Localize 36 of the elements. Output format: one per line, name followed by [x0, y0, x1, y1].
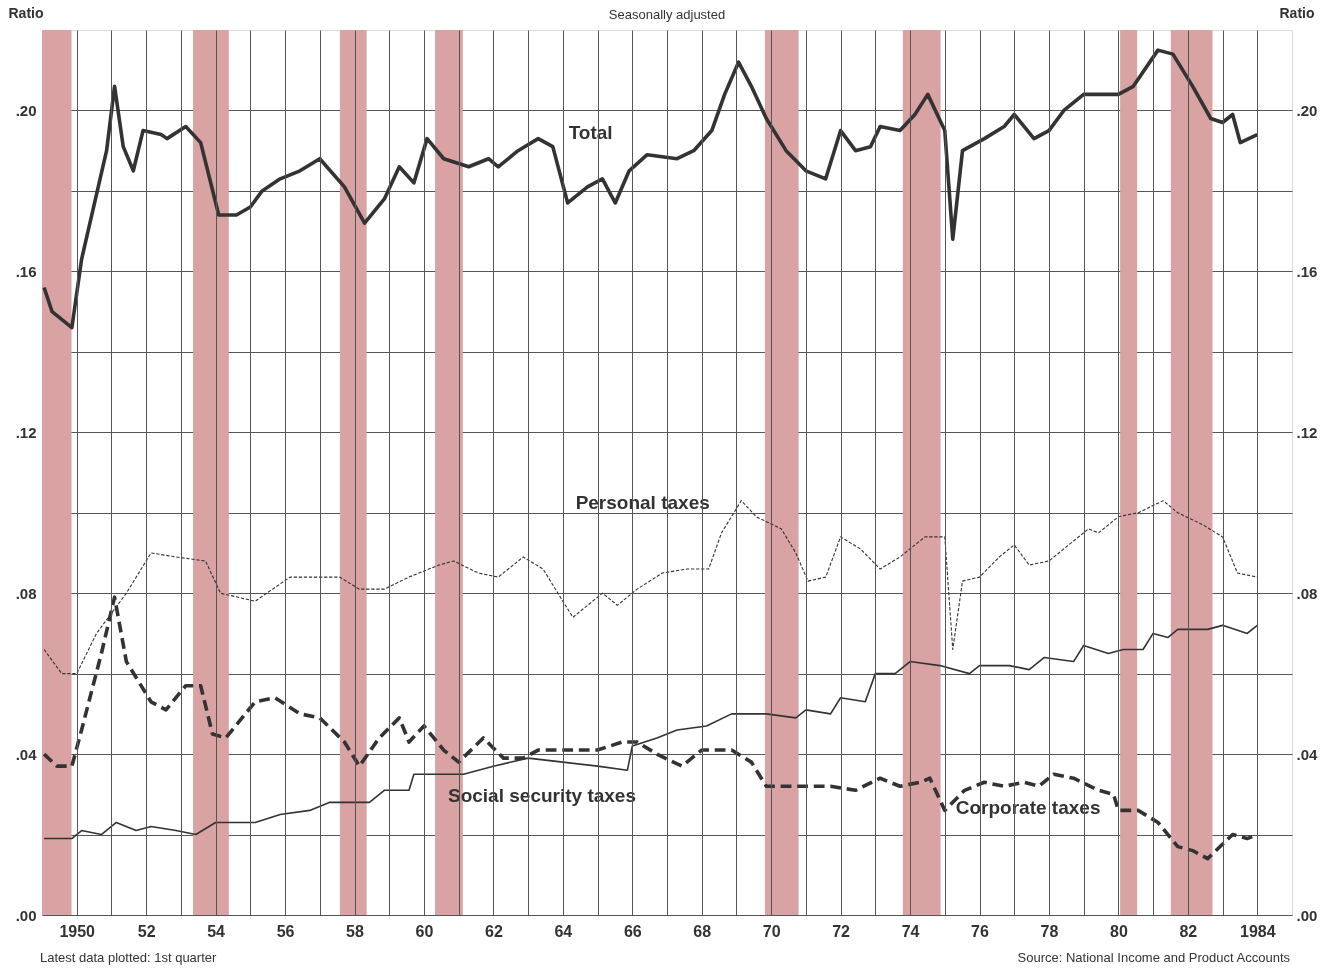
y2-tick-label: .04 [1296, 745, 1319, 763]
x-tick-label: 74 [901, 922, 920, 940]
y2-axis-title: Ratio [1279, 4, 1315, 21]
x-tick-label: 70 [762, 922, 781, 940]
x-tick-label: 54 [207, 922, 226, 940]
chart-title: Seasonally adjusted [608, 7, 726, 22]
x-tick-label: 58 [346, 922, 364, 940]
y-tick-label: .16 [15, 262, 37, 280]
y-tick-label: .04 [15, 745, 38, 763]
line-series [42, 48, 1260, 330]
x-tick-label: 68 [693, 922, 712, 940]
x-tick-label: 78 [1040, 922, 1059, 940]
x-tick-label: 80 [1109, 922, 1128, 940]
y2-tick-label: .16 [1296, 262, 1318, 280]
x-tick-label: 60 [415, 922, 434, 940]
y-tick-label: .20 [15, 101, 37, 119]
text: Latest data plotted: 1st quarter [40, 950, 218, 965]
y-tick-label: .12 [15, 423, 37, 441]
y-tick-label: .08 [15, 584, 37, 602]
source-note: Source: National Income and Product Accounts [1017, 950, 1291, 965]
x-tick-label: 76 [971, 922, 989, 940]
x-tick-label: 66 [623, 922, 642, 940]
y2-tick-label: .12 [1296, 423, 1318, 441]
x-tick-label: 64 [554, 922, 573, 940]
x-tick-label: 1984 [1239, 922, 1276, 940]
y-tick-label: .00 [15, 906, 37, 924]
x-tick-label: 56 [276, 922, 295, 940]
y2-tick-label: .08 [1296, 584, 1318, 602]
y2-tick-label: .00 [1296, 906, 1318, 924]
x-tick-label: 62 [484, 922, 503, 940]
y2-tick-label: .20 [1296, 101, 1318, 119]
x-tick-label: 52 [137, 922, 156, 940]
x-tick-label: 1950 [59, 922, 96, 940]
y-axis-title: Ratio [8, 4, 44, 21]
x-tick-label: 82 [1179, 922, 1198, 940]
x-tick-label: 72 [832, 922, 851, 940]
